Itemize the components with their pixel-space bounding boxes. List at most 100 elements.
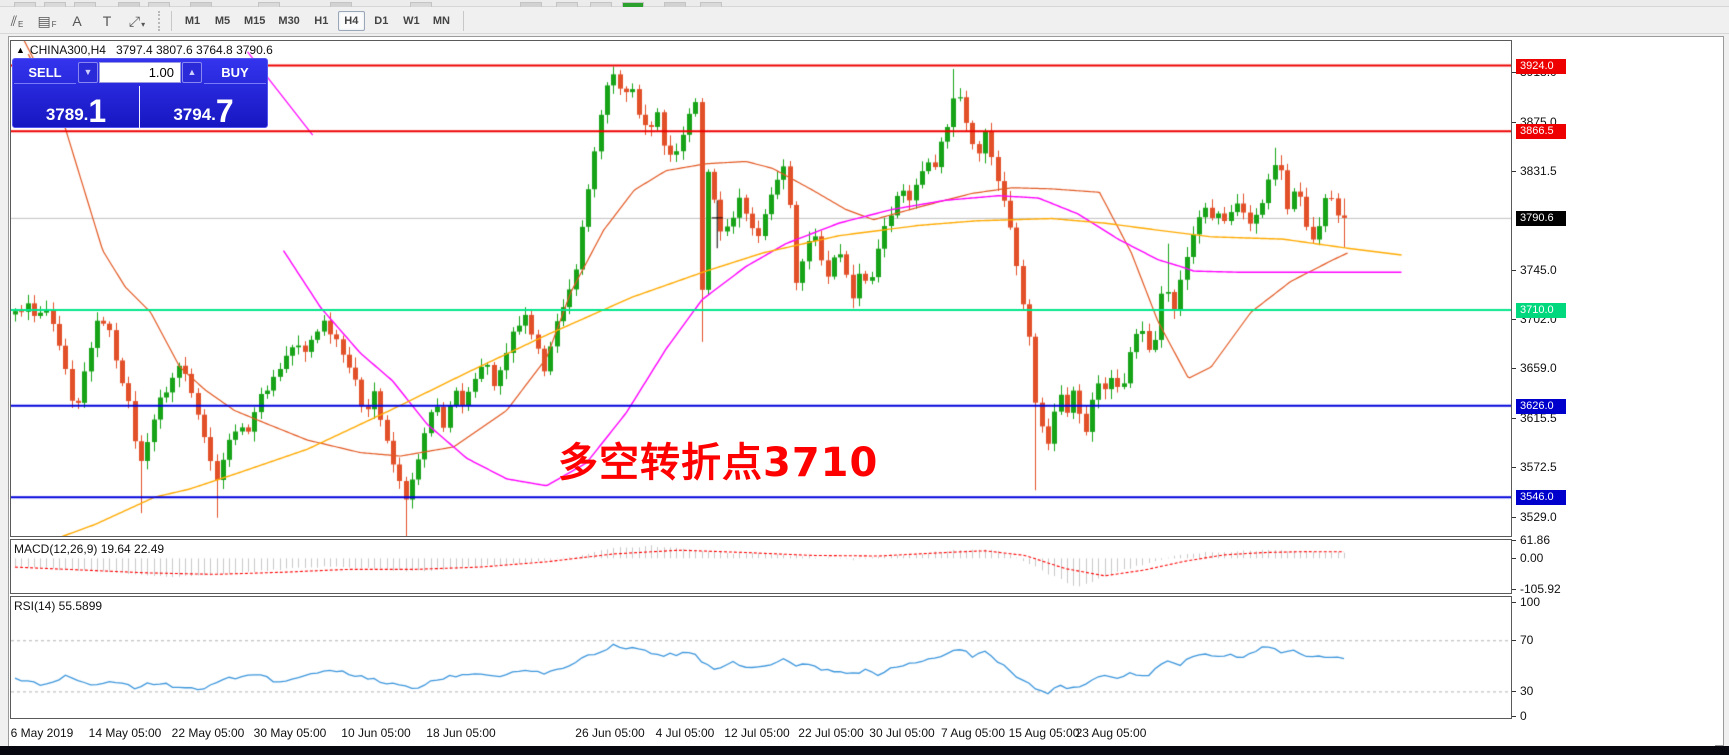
equidistant-channel-sub: E: [17, 20, 24, 29]
arrow-objects-sub: ▾: [141, 20, 146, 29]
macd-tickmark: [1512, 558, 1516, 559]
clipped-button-13: [664, 2, 686, 7]
clipped-button-5: [190, 2, 212, 7]
time-axis-label: 14 May 05:00: [88, 726, 162, 740]
one-click-trading-panel: SELL ▼ 1.00 ▲ BUY 3789. 1 3794. 7: [12, 58, 268, 129]
time-axis-label: 15 Aug 05:00: [1008, 726, 1080, 740]
text-icon[interactable]: A: [64, 10, 90, 31]
clipped-button-0: [14, 2, 36, 7]
rsi-panel[interactable]: [10, 596, 1512, 719]
price-tick-label: 3659.0: [1520, 361, 1557, 376]
volume-increase-button[interactable]: ▲: [182, 62, 202, 83]
timeframe-button-M1[interactable]: M1: [184, 14, 201, 27]
price-level-label-3710.0[interactable]: 3710.0: [1516, 303, 1566, 318]
time-axis-label: 18 Jun 05:00: [426, 726, 496, 740]
buy-button[interactable]: BUY: [204, 61, 266, 84]
timeframe-button-H1[interactable]: H1: [314, 14, 329, 27]
time-axis-label: 26 Jun 05:00: [575, 726, 645, 740]
price-level-label-3626.0[interactable]: 3626.0: [1516, 399, 1566, 414]
time-axis-label: 30 May 05:00: [253, 726, 327, 740]
time-axis-label: 7 Aug 05:00: [940, 726, 1006, 740]
clipped-button-11: [590, 2, 612, 7]
rsi-label: RSI(14) 55.5899: [14, 599, 103, 613]
clipped-button-9: [520, 2, 542, 7]
clipped-button-1: [44, 2, 66, 7]
price-level-label-3866.5[interactable]: 3866.5: [1516, 124, 1566, 139]
macd-axis-label: 61.86: [1520, 533, 1551, 548]
price-tickmark: [1512, 122, 1516, 123]
macd-axis-label: -105.92: [1520, 582, 1561, 597]
buy-price-big-digit: 7: [215, 93, 234, 129]
clipped-button-7: [330, 2, 352, 7]
price-level-label-3546.0[interactable]: 3546.0: [1516, 490, 1566, 505]
rsi-canvas[interactable]: [11, 597, 1511, 718]
chart-text-annotation[interactable]: 多空转折点3710: [558, 440, 879, 486]
text-label-icon[interactable]: T: [94, 10, 120, 31]
macd-tickmark: [1512, 589, 1516, 590]
time-axis-label: 4 Jul 05:00: [655, 726, 715, 740]
timeframe-button-D1[interactable]: D1: [374, 14, 389, 27]
macd-panel[interactable]: [10, 539, 1512, 594]
price-tick-label: 3745.0: [1520, 262, 1557, 277]
macd-label: MACD(12,26,9) 19.64 22.49: [14, 542, 165, 556]
time-axis: [9, 720, 1715, 746]
ohlc-values: 3797.4 3807.6 3764.8 3790.6: [115, 42, 273, 57]
price-tick-label: 3615.5: [1520, 410, 1557, 425]
symbol-period-label: CHINA300,H4: [29, 42, 106, 57]
price-tick-label: 3529.0: [1520, 509, 1557, 524]
rsi-axis-label: 70: [1520, 633, 1534, 648]
timeframe-button-W1[interactable]: W1: [403, 14, 420, 27]
toolbar-grip[interactable]: [158, 10, 163, 31]
time-axis-label: 22 May 05:00: [171, 726, 245, 740]
rsi-tickmark: [1512, 716, 1516, 717]
price-level-label-3924.0[interactable]: 3924.0: [1516, 59, 1566, 74]
toolbar-separator-2: [462, 10, 464, 31]
fibonacci-retracement-icon[interactable]: ▤ F: [34, 10, 60, 31]
timeframe-button-M5[interactable]: M5: [214, 14, 231, 27]
volume-decrease-button[interactable]: ▼: [78, 62, 98, 83]
clipped-button-6: [258, 2, 280, 7]
timeframe-button-M30[interactable]: M30: [278, 14, 300, 27]
price-tickmark: [1512, 171, 1516, 172]
price-level-label-3790.6: 3790.6: [1516, 211, 1566, 226]
arrow-objects-icon[interactable]: ⤢ ▾: [124, 10, 150, 31]
window-bottom-edge: [0, 746, 1729, 755]
timeframe-button-M15[interactable]: M15: [244, 14, 266, 27]
clipped-button-4: [148, 2, 170, 7]
equidistant-channel-icon[interactable]: ⫽ E: [4, 10, 30, 31]
toolbar-separator: [171, 10, 172, 31]
price-tick-label: 3831.5: [1520, 164, 1557, 179]
timeframe-button-H4[interactable]: H4: [337, 10, 365, 31]
clipped-button-8: [410, 2, 432, 7]
sell-button[interactable]: SELL: [14, 61, 76, 84]
buy-price-int: 3794.: [173, 105, 216, 124]
price-tickmark: [1512, 517, 1516, 518]
toolbar: ⫽ E ▤ F A T ⤢ ▾ M1 M5 M15 M30 H1 H4 D1 W1 MN: [0, 8, 1729, 34]
rsi-tickmark: [1512, 602, 1516, 603]
price-tickmark: [1512, 319, 1516, 320]
price-tickmark: [1512, 72, 1516, 73]
clipped-button-3: [118, 2, 140, 7]
clipped-button-2: [74, 2, 96, 7]
price-tickmark: [1512, 270, 1516, 271]
rsi-axis-label: 30: [1520, 684, 1534, 699]
volume-input[interactable]: 1.00: [99, 62, 181, 83]
time-axis-label: 30 Jul 05:00: [869, 726, 935, 740]
clipped-button-10: [556, 2, 578, 7]
macd-canvas[interactable]: [11, 540, 1511, 593]
price-tickmark: [1512, 368, 1516, 369]
buy-price[interactable]: 3794. 7: [140, 86, 267, 129]
sell-price-big-digit: 1: [88, 93, 107, 129]
sell-price-int: 3789.: [45, 105, 89, 124]
price-tickmark: [1512, 467, 1516, 468]
time-axis-label: 22 Jul 05:00: [798, 726, 864, 740]
macd-axis-label: 0.00: [1520, 551, 1544, 566]
collapse-panel-icon[interactable]: ▲: [16, 44, 25, 55]
time-axis-label: 10 Jun 05:00: [341, 726, 411, 740]
text-label-glyph: T: [102, 13, 112, 29]
clipped-button-12: [622, 2, 644, 7]
timeframe-button-MN[interactable]: MN: [432, 14, 450, 27]
arrow-objects-glyph: ⤢: [128, 13, 141, 29]
equidistant-channel-glyph: ⫽: [10, 13, 17, 29]
sell-price[interactable]: 3789. 1: [13, 86, 140, 129]
